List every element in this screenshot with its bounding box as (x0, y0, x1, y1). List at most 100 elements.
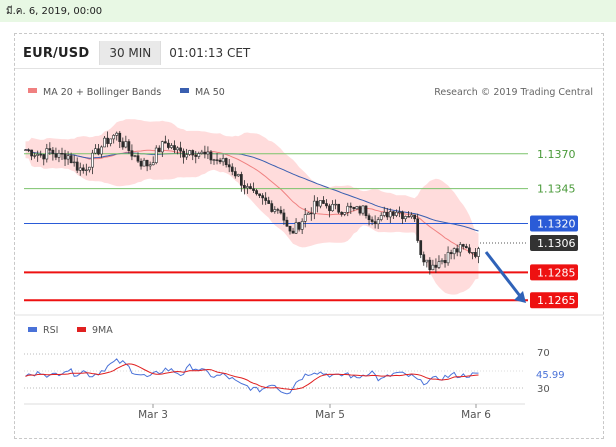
candle-body (133, 155, 137, 157)
candle-body (185, 154, 189, 158)
timeframe-button[interactable]: 30 MIN (99, 41, 162, 65)
candle-body (288, 225, 292, 232)
level-label-text: 1.1345 (537, 183, 576, 196)
candle-body (227, 164, 231, 168)
candle-body (449, 252, 453, 255)
candle-body (54, 153, 58, 158)
timestamp-bar: มี.ค. 6, 2019, 00:00 (0, 0, 616, 22)
candle-body (148, 164, 152, 167)
candle-body (78, 167, 82, 171)
candle-body (121, 141, 125, 148)
candle-body (139, 160, 143, 167)
candle-body (209, 151, 213, 161)
candle-body (379, 215, 383, 220)
candle-body (188, 150, 192, 155)
candle-body (33, 155, 37, 157)
candle-body (87, 166, 91, 171)
candle-body (243, 185, 246, 189)
candle-body (48, 148, 52, 151)
forecast-arrow-head (514, 291, 526, 303)
rsi-ma-legend-swatch (77, 327, 86, 332)
candle-body (422, 254, 426, 263)
candle-body (294, 222, 298, 234)
candle-body (145, 159, 149, 167)
level-label-text: 1.1285 (537, 266, 576, 279)
bollinger-legend-swatch (28, 88, 37, 93)
candle-body (309, 212, 313, 215)
candle-body (97, 148, 100, 155)
candle-body (215, 159, 219, 161)
candle-body (112, 135, 116, 140)
candle-body (27, 149, 30, 151)
candle-body (124, 141, 128, 148)
candle-body (63, 153, 67, 160)
level-label-text: 1.1370 (537, 148, 576, 161)
candle-body (261, 195, 265, 199)
candle-body (376, 219, 380, 225)
candle-body (179, 147, 182, 152)
candle-body (258, 193, 261, 196)
level-label-text: 1.1320 (537, 218, 576, 231)
candle-body (60, 152, 64, 155)
candle-body (84, 169, 88, 171)
ma50-legend-label: MA 50 (195, 87, 225, 98)
candle-body (367, 215, 371, 221)
candle-body (388, 211, 392, 218)
candle-body (75, 161, 79, 171)
candle-body (255, 190, 258, 195)
candle-body (349, 205, 353, 208)
candle-body (81, 167, 85, 171)
candle-body (173, 145, 176, 151)
candle-body (410, 214, 413, 218)
rsi-70-label: 70 (537, 348, 550, 359)
candle-body (358, 206, 362, 214)
candle-body (115, 132, 119, 136)
candle-body (425, 259, 429, 263)
candle-body (477, 248, 480, 257)
candle-body (328, 205, 331, 212)
candle-body (474, 252, 477, 257)
candle-body (395, 211, 398, 216)
rsi-ma-legend-label: 9MA (92, 325, 113, 336)
bollinger-legend-label: MA 20 + Bollinger Bands (43, 87, 161, 98)
candle-body (270, 203, 274, 212)
candle-body (176, 147, 179, 151)
level-label-box (530, 235, 578, 252)
candle-body (355, 206, 359, 210)
credit-label: Research © 2019 Trading Central (434, 87, 593, 98)
candle-body (337, 203, 341, 213)
candle-body (91, 152, 94, 168)
candle-body (233, 171, 237, 177)
ma50-legend-swatch (180, 88, 189, 93)
candle-body (325, 203, 328, 207)
candle-body (334, 203, 337, 206)
candle-body (428, 259, 432, 271)
candle-body (30, 149, 33, 157)
candle-body (276, 209, 280, 211)
level-label-box (530, 215, 578, 232)
candle-body (194, 154, 198, 157)
candle-body (45, 148, 49, 160)
candle-body (297, 222, 301, 230)
candle-body (163, 141, 167, 144)
rsi-30-label: 30 (537, 384, 550, 395)
timestamp-text: มี.ค. 6, 2019, 00:00 (6, 6, 103, 17)
price-levels (24, 153, 528, 302)
candle-body (100, 146, 103, 155)
rsi-line (25, 358, 479, 395)
candle-body (264, 197, 268, 201)
candle-body (413, 214, 417, 220)
candle-body (416, 218, 420, 241)
candle-body (206, 151, 210, 155)
candle-body (212, 159, 216, 161)
candle-body (66, 155, 70, 160)
candle-body (252, 188, 255, 191)
candle-body (239, 174, 243, 186)
candle-body (249, 186, 252, 190)
candle-body (136, 155, 140, 162)
candlesticks (24, 131, 480, 275)
candle-body (391, 211, 395, 216)
candle-body (404, 216, 407, 220)
forecast-arrow-shaft (484, 251, 522, 297)
candle-body (346, 205, 350, 213)
